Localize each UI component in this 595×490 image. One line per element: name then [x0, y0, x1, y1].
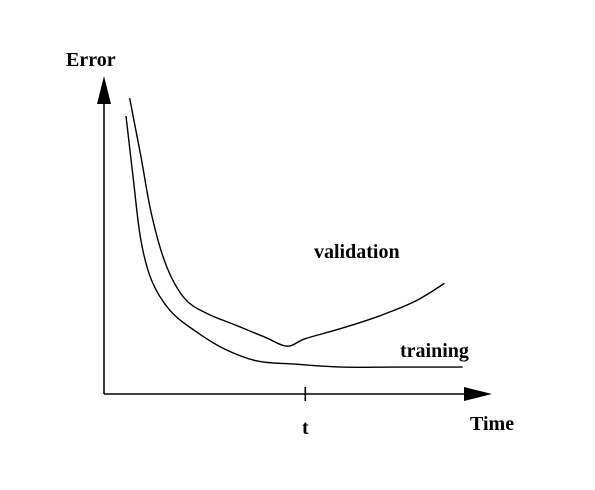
x-tick-label-t: t: [302, 417, 309, 439]
y-axis-arrowhead: [97, 76, 111, 104]
x-axis-arrowhead: [464, 387, 492, 401]
validation-label: validation: [314, 241, 400, 263]
y-axis-title: Error: [66, 49, 116, 71]
training-curve: [125, 115, 463, 369]
training-label: training: [400, 340, 469, 362]
validation-curve: [128, 97, 445, 347]
x-axis-title: Time: [470, 413, 514, 435]
